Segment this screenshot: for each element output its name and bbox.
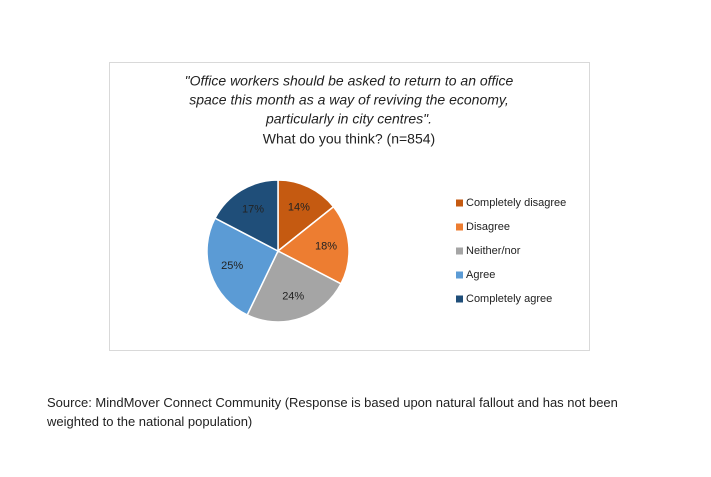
- pie-slice: [246, 249, 342, 323]
- chart-title: particularly in city centres".: [265, 111, 432, 127]
- legend-swatch: [456, 271, 463, 279]
- legend-label: Completely agree: [466, 293, 552, 305]
- chart-title: space this month as a way of reviving th…: [189, 92, 509, 108]
- legend-label: Disagree: [466, 221, 510, 233]
- pie-slice: [214, 179, 279, 253]
- source-note: weighted to the national population): [47, 414, 253, 429]
- data-label: 18%: [315, 240, 337, 252]
- legend-swatch: [456, 295, 463, 303]
- chart-frame: [109, 62, 590, 351]
- legend-swatch: [456, 199, 463, 207]
- chart-title: "Office workers should be asked to retur…: [185, 73, 514, 89]
- data-label: 25%: [221, 260, 243, 272]
- chart-subtitle: What do you think? (n=854): [263, 131, 435, 147]
- data-label: 24%: [282, 291, 304, 303]
- data-label: 17%: [242, 204, 264, 216]
- legend-label: Completely disagree: [466, 197, 566, 209]
- data-label: 14%: [288, 201, 310, 213]
- legend-label: Agree: [466, 269, 495, 281]
- legend-swatch: [456, 223, 463, 231]
- pie-slice: [277, 179, 335, 253]
- source-note: Source: MindMover Connect Community (Res…: [47, 395, 618, 410]
- legend-label: Neither/nor: [466, 245, 521, 257]
- pie-slice: [276, 205, 350, 285]
- legend-swatch: [456, 247, 463, 255]
